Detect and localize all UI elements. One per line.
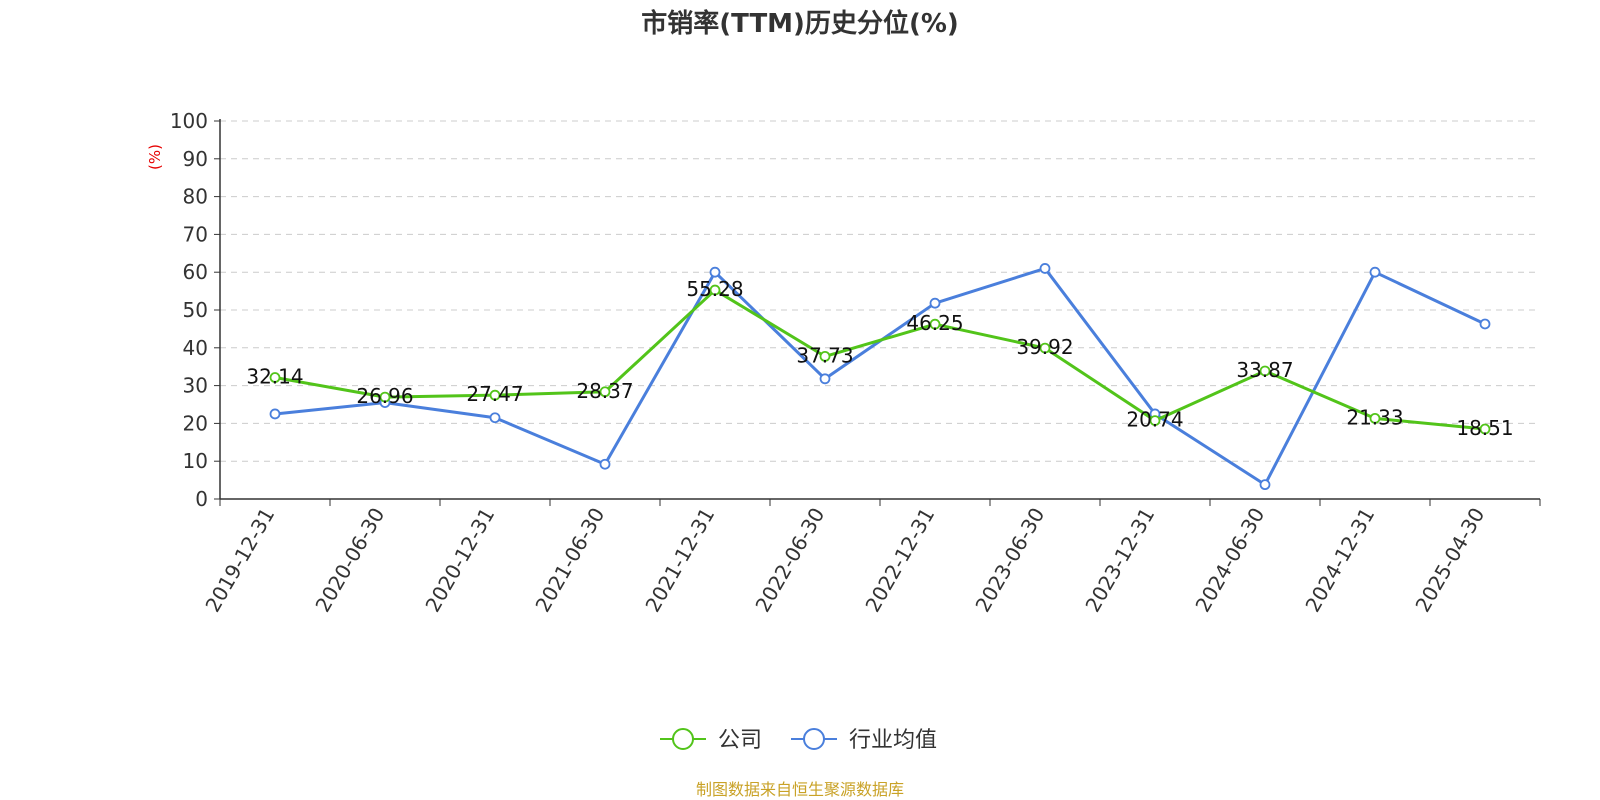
legend: 公司 行业均值 <box>660 728 937 753</box>
y-tick-label: 50 <box>183 298 208 322</box>
y-tick-label: 0 <box>195 487 208 511</box>
x-tick-label: 2022-12-31 <box>860 504 939 617</box>
legend-company-circle-icon <box>672 728 694 750</box>
data-point-1[interactable] <box>819 373 831 385</box>
plot-series <box>269 263 1491 491</box>
data-label: 20.74 <box>1126 408 1183 432</box>
data-point-0[interactable] <box>489 389 501 401</box>
data-point-1[interactable] <box>1479 318 1491 330</box>
x-tick-label: 2024-12-31 <box>1300 504 1379 617</box>
series-line-1 <box>274 266 1486 487</box>
data-label: 33.87 <box>1236 358 1293 382</box>
y-tick-label: 90 <box>183 147 208 171</box>
x-tick-label: 2019-12-31 <box>200 504 279 617</box>
chart-title: 市销率(TTM)历史分位(%) <box>641 8 959 39</box>
data-label: 21.33 <box>1346 405 1403 429</box>
data-label: 32.14 <box>246 365 303 389</box>
y-axis-unit: (%) <box>146 144 164 170</box>
data-point-0[interactable] <box>929 318 941 330</box>
axes: 0 10 20 30 40 50 60 70 80 90 100 2019-12-31 2020-06-… <box>170 109 1541 617</box>
y-tick-label: 60 <box>183 260 208 284</box>
y-tick-label: 40 <box>183 336 208 360</box>
x-tick-label: 2021-06-30 <box>530 504 609 617</box>
x-tick-label: 2025-04-30 <box>1410 504 1489 617</box>
data-point-0[interactable] <box>599 386 611 398</box>
y-tick-label: 20 <box>183 411 208 435</box>
x-tick-label: 2021-12-31 <box>640 504 719 617</box>
y-tick-label: 10 <box>183 449 208 473</box>
x-tick-label: 2024-06-30 <box>1190 504 1269 617</box>
y-tick-label: 70 <box>183 222 208 246</box>
data-point-1[interactable] <box>709 266 721 278</box>
data-point-0[interactable] <box>379 391 391 403</box>
data-label: 26.96 <box>356 384 413 408</box>
legend-company-label: 公司 <box>718 728 762 753</box>
y-tick-label: 30 <box>183 374 208 398</box>
x-tick-label: 2020-12-31 <box>420 504 499 617</box>
y-tick-label: 80 <box>183 185 208 209</box>
data-label: 28.37 <box>576 379 633 403</box>
legend-item-company[interactable]: 公司 <box>660 728 762 753</box>
legend-industry-label: 行业均值 <box>849 728 937 753</box>
data-point-0[interactable] <box>1369 412 1381 424</box>
y-tick-label: 100 <box>170 109 208 133</box>
series-line-0 <box>274 288 1486 431</box>
gridlines <box>220 120 1540 462</box>
data-point-1[interactable] <box>269 408 281 420</box>
data-point-0[interactable] <box>819 350 831 362</box>
x-tick-label: 2023-12-31 <box>1080 504 1159 617</box>
data-point-0[interactable] <box>1149 415 1161 427</box>
legend-industry-circle-icon <box>803 728 825 750</box>
data-point-1[interactable] <box>489 412 501 424</box>
data-point-0[interactable] <box>269 372 281 383</box>
legend-item-industry-average[interactable]: 行业均值 <box>791 728 937 753</box>
data-point-0[interactable] <box>1259 365 1271 377</box>
data-point-0[interactable] <box>1039 342 1051 354</box>
data-label: 37.73 <box>796 343 853 367</box>
x-tick-label: 2023-06-30 <box>970 504 1049 617</box>
data-label: 55.28 <box>686 277 743 301</box>
data-label: 18.51 <box>1456 416 1513 440</box>
data-point-1[interactable] <box>1039 263 1051 274</box>
source-note: 制图数据来自恒生聚源数据库 <box>696 780 904 799</box>
data-label: 39.92 <box>1016 335 1073 359</box>
data-point-0[interactable] <box>1479 423 1491 435</box>
data-point-1[interactable] <box>599 458 611 470</box>
data-point-0[interactable] <box>709 284 721 296</box>
data-label: 46.25 <box>906 311 963 335</box>
x-tick-label: 2022-06-30 <box>750 504 829 617</box>
data-point-1[interactable] <box>929 297 941 309</box>
data-point-1[interactable] <box>1369 266 1381 278</box>
data-label: 27.47 <box>466 382 523 406</box>
data-point-1[interactable] <box>1259 479 1271 491</box>
data-labels: 32.14 26.96 27.47 28.37 55.28 37.73 46.25 39.92… <box>246 277 1513 440</box>
x-tick-label: 2020-06-30 <box>310 504 389 617</box>
